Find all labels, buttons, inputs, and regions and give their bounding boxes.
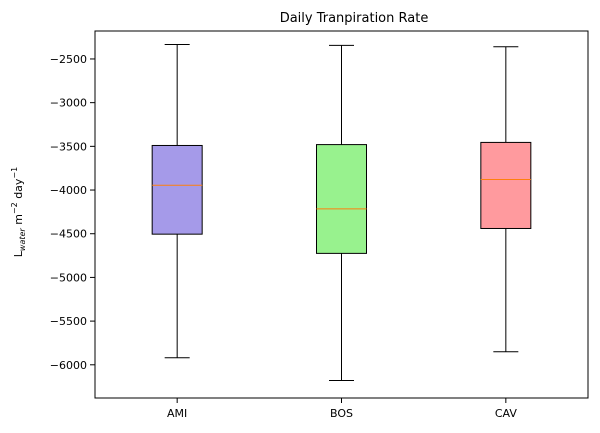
y-axis-label-exp2: −1 xyxy=(10,167,19,179)
y-tick-label: −5500 xyxy=(50,315,87,328)
y-axis-label-exp1: −2 xyxy=(10,202,19,214)
box-cav xyxy=(480,46,532,353)
box-bos xyxy=(316,44,367,382)
x-tick-label: BOS xyxy=(330,407,353,420)
y-axis-label: Lwater m−2 day−1 xyxy=(10,167,27,257)
plot-frame xyxy=(94,30,589,399)
y-axis-label-subscript: water xyxy=(18,228,27,252)
boxes xyxy=(151,44,532,382)
x-tick-label: CAV xyxy=(495,407,518,420)
y-tick-label: −3500 xyxy=(50,140,87,153)
iqr-box xyxy=(316,144,367,254)
iqr-box xyxy=(480,141,532,229)
y-tick-label: −3000 xyxy=(50,97,87,110)
y-axis-label-unit1: m xyxy=(12,214,25,228)
chart-title: Daily Tranpiration Rate xyxy=(280,11,429,26)
iqr-box xyxy=(151,144,203,235)
y-axis-label-unit2: day xyxy=(12,178,25,202)
x-axis-ticks: AMI BOS CAV xyxy=(167,398,517,420)
x-tick-label: AMI xyxy=(167,407,187,420)
y-tick-label: −2500 xyxy=(50,53,87,66)
y-tick-label: −5000 xyxy=(50,271,87,284)
y-axis-ticks: −2500 −3000 −3500 −4000 −4500 −5000 −5500 −6000 xyxy=(50,53,95,372)
box-ami xyxy=(151,44,203,359)
y-tick-label: −4000 xyxy=(50,184,87,197)
y-tick-label: −4500 xyxy=(50,228,87,241)
y-axis-label-base: L xyxy=(12,250,25,257)
y-tick-label: −6000 xyxy=(50,359,87,372)
